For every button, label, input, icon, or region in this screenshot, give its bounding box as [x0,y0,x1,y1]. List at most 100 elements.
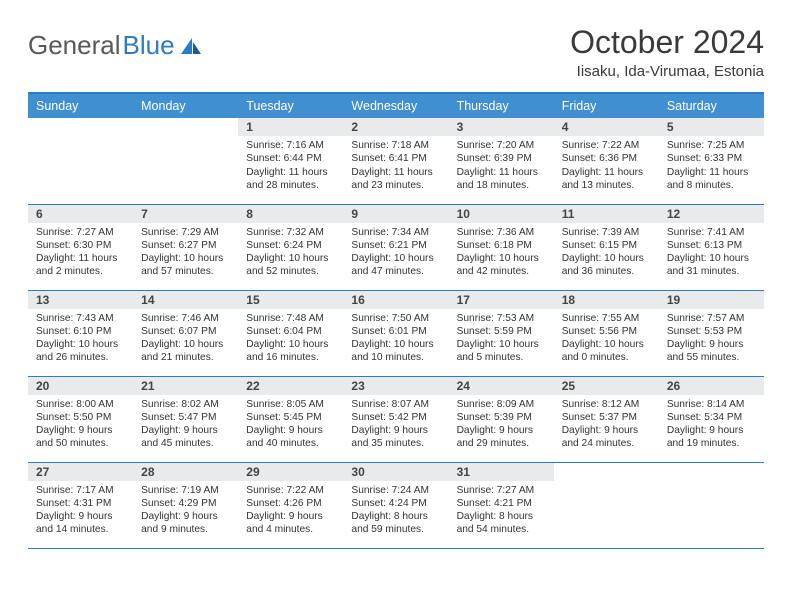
calendar-cell: 19Sunrise: 7:57 AMSunset: 5:53 PMDayligh… [659,290,764,376]
calendar-week-row: 1Sunrise: 7:16 AMSunset: 6:44 PMDaylight… [28,118,764,204]
calendar-week-row: 6Sunrise: 7:27 AMSunset: 6:30 PMDaylight… [28,204,764,290]
title-block: October 2024 Iisaku, Ida-Virumaa, Estoni… [570,24,764,80]
calendar-page: GeneralBlue October 2024 Iisaku, Ida-Vir… [0,0,792,569]
day-details: Sunrise: 8:12 AMSunset: 5:37 PMDaylight:… [554,395,659,455]
calendar-cell: 24Sunrise: 8:09 AMSunset: 5:39 PMDayligh… [449,376,554,462]
calendar-cell [133,118,238,204]
calendar-cell: 10Sunrise: 7:36 AMSunset: 6:18 PMDayligh… [449,204,554,290]
day-number: 15 [238,291,343,309]
day-details: Sunrise: 7:27 AMSunset: 4:21 PMDaylight:… [449,481,554,541]
day-number: 17 [449,291,554,309]
day-details: Sunrise: 7:22 AMSunset: 6:36 PMDaylight:… [554,136,659,196]
day-details: Sunrise: 7:43 AMSunset: 6:10 PMDaylight:… [28,309,133,369]
day-details: Sunrise: 7:24 AMSunset: 4:24 PMDaylight:… [343,481,448,541]
calendar-cell: 12Sunrise: 7:41 AMSunset: 6:13 PMDayligh… [659,204,764,290]
calendar-cell: 8Sunrise: 7:32 AMSunset: 6:24 PMDaylight… [238,204,343,290]
day-details: Sunrise: 7:18 AMSunset: 6:41 PMDaylight:… [343,136,448,196]
day-number: 6 [28,205,133,223]
day-details: Sunrise: 7:55 AMSunset: 5:56 PMDaylight:… [554,309,659,369]
calendar-week-row: 27Sunrise: 7:17 AMSunset: 4:31 PMDayligh… [28,462,764,548]
brand-part2: Blue [123,30,175,61]
calendar-week-row: 13Sunrise: 7:43 AMSunset: 6:10 PMDayligh… [28,290,764,376]
calendar-week-row: 20Sunrise: 8:00 AMSunset: 5:50 PMDayligh… [28,376,764,462]
day-details: Sunrise: 7:57 AMSunset: 5:53 PMDaylight:… [659,309,764,369]
calendar-cell: 30Sunrise: 7:24 AMSunset: 4:24 PMDayligh… [343,462,448,548]
brand-part1: General [28,30,121,61]
day-number: 13 [28,291,133,309]
day-details: Sunrise: 7:36 AMSunset: 6:18 PMDaylight:… [449,223,554,283]
day-details: Sunrise: 7:17 AMSunset: 4:31 PMDaylight:… [28,481,133,541]
day-number: 3 [449,118,554,136]
calendar-cell: 15Sunrise: 7:48 AMSunset: 6:04 PMDayligh… [238,290,343,376]
day-number: 23 [343,377,448,395]
calendar-cell: 13Sunrise: 7:43 AMSunset: 6:10 PMDayligh… [28,290,133,376]
page-header: GeneralBlue October 2024 Iisaku, Ida-Vir… [28,24,764,80]
day-number: 2 [343,118,448,136]
day-details: Sunrise: 7:34 AMSunset: 6:21 PMDaylight:… [343,223,448,283]
location-text: Iisaku, Ida-Virumaa, Estonia [570,63,764,80]
calendar-cell: 25Sunrise: 8:12 AMSunset: 5:37 PMDayligh… [554,376,659,462]
calendar-cell: 29Sunrise: 7:22 AMSunset: 4:26 PMDayligh… [238,462,343,548]
day-details: Sunrise: 7:50 AMSunset: 6:01 PMDaylight:… [343,309,448,369]
day-details: Sunrise: 8:14 AMSunset: 5:34 PMDaylight:… [659,395,764,455]
calendar-cell: 5Sunrise: 7:25 AMSunset: 6:33 PMDaylight… [659,118,764,204]
empty-day [28,118,133,136]
day-number: 14 [133,291,238,309]
month-title: October 2024 [570,24,764,61]
day-number: 29 [238,463,343,481]
calendar-cell [659,462,764,548]
calendar-cell [554,462,659,548]
day-number: 4 [554,118,659,136]
day-details: Sunrise: 7:16 AMSunset: 6:44 PMDaylight:… [238,136,343,196]
logo-sail-icon [179,36,203,56]
calendar-cell: 17Sunrise: 7:53 AMSunset: 5:59 PMDayligh… [449,290,554,376]
calendar-cell: 1Sunrise: 7:16 AMSunset: 6:44 PMDaylight… [238,118,343,204]
day-number: 1 [238,118,343,136]
day-details: Sunrise: 7:27 AMSunset: 6:30 PMDaylight:… [28,223,133,283]
day-number: 30 [343,463,448,481]
calendar-cell: 14Sunrise: 7:46 AMSunset: 6:07 PMDayligh… [133,290,238,376]
day-details: Sunrise: 7:32 AMSunset: 6:24 PMDaylight:… [238,223,343,283]
empty-day [554,463,659,481]
day-number: 24 [449,377,554,395]
day-details: Sunrise: 7:39 AMSunset: 6:15 PMDaylight:… [554,223,659,283]
calendar-cell: 4Sunrise: 7:22 AMSunset: 6:36 PMDaylight… [554,118,659,204]
day-number: 16 [343,291,448,309]
day-number: 19 [659,291,764,309]
weekday-header: Friday [554,94,659,118]
calendar-cell: 2Sunrise: 7:18 AMSunset: 6:41 PMDaylight… [343,118,448,204]
weekday-header: Wednesday [343,94,448,118]
weekday-header: Saturday [659,94,764,118]
calendar-table: SundayMondayTuesdayWednesdayThursdayFrid… [28,94,764,549]
day-number: 25 [554,377,659,395]
day-details: Sunrise: 7:19 AMSunset: 4:29 PMDaylight:… [133,481,238,541]
weekday-header: Thursday [449,94,554,118]
brand-logo: GeneralBlue [28,24,203,61]
calendar-cell [28,118,133,204]
day-details: Sunrise: 8:05 AMSunset: 5:45 PMDaylight:… [238,395,343,455]
day-details: Sunrise: 8:00 AMSunset: 5:50 PMDaylight:… [28,395,133,455]
calendar-cell: 23Sunrise: 8:07 AMSunset: 5:42 PMDayligh… [343,376,448,462]
calendar-cell: 27Sunrise: 7:17 AMSunset: 4:31 PMDayligh… [28,462,133,548]
calendar-cell: 21Sunrise: 8:02 AMSunset: 5:47 PMDayligh… [133,376,238,462]
day-number: 9 [343,205,448,223]
empty-day [133,118,238,136]
calendar-cell: 6Sunrise: 7:27 AMSunset: 6:30 PMDaylight… [28,204,133,290]
calendar-cell: 3Sunrise: 7:20 AMSunset: 6:39 PMDaylight… [449,118,554,204]
day-number: 31 [449,463,554,481]
day-number: 28 [133,463,238,481]
weekday-header-row: SundayMondayTuesdayWednesdayThursdayFrid… [28,94,764,118]
day-details: Sunrise: 7:48 AMSunset: 6:04 PMDaylight:… [238,309,343,369]
day-details: Sunrise: 7:46 AMSunset: 6:07 PMDaylight:… [133,309,238,369]
day-details: Sunrise: 7:53 AMSunset: 5:59 PMDaylight:… [449,309,554,369]
calendar-cell: 18Sunrise: 7:55 AMSunset: 5:56 PMDayligh… [554,290,659,376]
day-number: 22 [238,377,343,395]
weekday-header: Tuesday [238,94,343,118]
day-details: Sunrise: 7:41 AMSunset: 6:13 PMDaylight:… [659,223,764,283]
day-number: 12 [659,205,764,223]
calendar-cell: 11Sunrise: 7:39 AMSunset: 6:15 PMDayligh… [554,204,659,290]
day-number: 26 [659,377,764,395]
day-number: 20 [28,377,133,395]
day-details: Sunrise: 8:09 AMSunset: 5:39 PMDaylight:… [449,395,554,455]
calendar-cell: 28Sunrise: 7:19 AMSunset: 4:29 PMDayligh… [133,462,238,548]
